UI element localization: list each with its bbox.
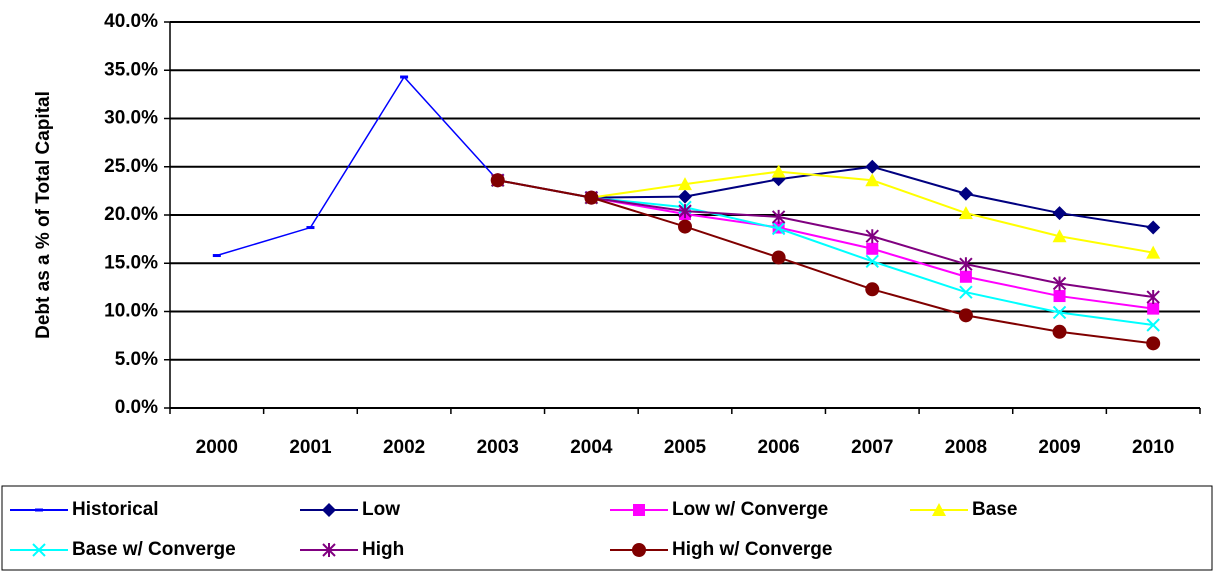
y-tick-label: 35.0% — [104, 59, 158, 80]
marker — [490, 173, 505, 188]
marker — [865, 282, 880, 297]
marker — [959, 285, 973, 299]
legend-label: Historical — [72, 499, 159, 520]
series-line — [497, 179, 1154, 345]
marker — [1146, 245, 1161, 259]
marker — [1053, 290, 1066, 303]
marker — [958, 206, 973, 220]
series-line — [497, 165, 1154, 229]
x-tick-label: 2007 — [851, 437, 893, 458]
marker — [32, 543, 46, 557]
y-axis-title: Debt as a % of Total Capital — [33, 91, 54, 339]
marker — [1052, 206, 1067, 221]
marker — [678, 177, 692, 191]
x-tick-label: 2009 — [1038, 437, 1080, 458]
y-tick-label: 20.0% — [104, 204, 158, 225]
legend-box — [1, 485, 1213, 571]
x-tick-label: 2008 — [945, 437, 987, 458]
marker — [865, 254, 879, 269]
marker — [1052, 305, 1067, 320]
legend-label: Base — [972, 499, 1017, 520]
marker — [1146, 318, 1160, 332]
marker — [958, 186, 973, 201]
marker — [932, 503, 946, 516]
marker — [958, 308, 973, 323]
marker — [1052, 324, 1067, 339]
marker — [1052, 229, 1067, 243]
x-tick-label: 2004 — [570, 437, 613, 458]
y-tick-label: 10.0% — [104, 301, 158, 322]
x-tick-label: 2003 — [477, 437, 519, 458]
series-line — [497, 179, 1154, 299]
marker — [865, 229, 879, 244]
marker — [632, 543, 646, 557]
series-line — [497, 170, 1154, 254]
marker — [322, 503, 336, 517]
marker — [866, 242, 879, 255]
legend-label: Base w/ Converge — [72, 539, 236, 560]
marker — [633, 504, 645, 516]
x-tick-label: 2005 — [664, 437, 707, 458]
marker — [678, 219, 692, 234]
marker — [1147, 302, 1160, 315]
x-tick-label: 2002 — [383, 437, 425, 458]
marker — [959, 270, 972, 283]
marker — [1146, 336, 1161, 351]
marker — [584, 190, 599, 205]
x-tick-label: 2010 — [1132, 437, 1174, 458]
marker — [1146, 220, 1161, 235]
legend-label: High w/ Converge — [672, 539, 832, 560]
series-line — [216, 75, 499, 257]
marker — [771, 250, 786, 265]
y-tick-label: 40.0% — [104, 11, 158, 32]
y-tick-label: 30.0% — [104, 108, 158, 129]
marker — [771, 164, 786, 178]
x-tick-label: 2006 — [757, 437, 799, 458]
marker — [1052, 276, 1067, 291]
marker — [678, 204, 692, 219]
marker — [678, 189, 692, 204]
legend-label: Low w/ Converge — [672, 499, 828, 520]
marker — [771, 209, 786, 224]
marker — [322, 543, 336, 557]
x-tick-label: 2001 — [289, 437, 332, 458]
y-tick-label: 25.0% — [104, 156, 158, 177]
marker — [865, 173, 880, 187]
legend-label: High — [362, 539, 404, 560]
marker — [771, 221, 786, 236]
y-tick-label: 5.0% — [115, 349, 158, 370]
legend-label: Low — [362, 499, 400, 520]
marker — [1146, 290, 1160, 305]
y-tick-label: 0.0% — [115, 397, 158, 418]
x-tick-label: 2000 — [196, 437, 238, 458]
y-tick-label: 15.0% — [104, 252, 158, 273]
marker — [959, 257, 973, 272]
marker — [865, 159, 880, 174]
